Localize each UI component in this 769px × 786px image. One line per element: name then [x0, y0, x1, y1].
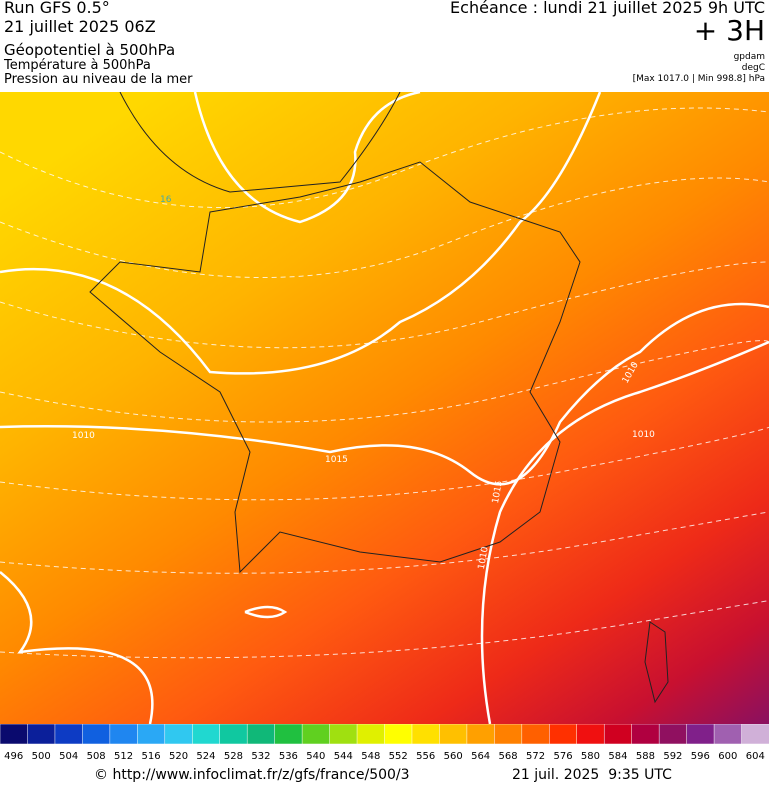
color-cell — [356, 724, 386, 745]
color-cell — [384, 724, 413, 745]
color-cell — [192, 724, 221, 745]
color-cell — [274, 724, 303, 745]
colorbar: 496 500 504 508 512 516 520 524 528 532 536 540 544 5… — [0, 724, 769, 762]
color-cell — [713, 724, 743, 745]
color-cell — [439, 724, 468, 745]
color-cell — [576, 724, 605, 745]
valid-time: Echéance : lundi 21 juillet 2025 9h UTC — [450, 0, 765, 17]
colorbar-label: 588 — [636, 751, 655, 762]
color-cell — [246, 724, 276, 745]
colorbar-label: 536 — [279, 751, 298, 762]
lead-time: + 3H — [693, 14, 765, 47]
contour-label: 1010 — [72, 431, 95, 441]
color-cell — [27, 724, 56, 745]
color-cell — [329, 724, 358, 745]
colorbar-label: 568 — [499, 751, 518, 762]
unit: gpdam — [733, 52, 765, 62]
colorbar-label: 556 — [416, 751, 435, 762]
colorbar-label: 496 — [4, 751, 23, 762]
colorbar-label: 520 — [169, 751, 188, 762]
color-cell — [0, 724, 29, 745]
colorbar-label: 544 — [334, 751, 353, 762]
colorbar-label: 540 — [306, 751, 325, 762]
color-cell — [549, 724, 578, 745]
color-cell — [137, 724, 166, 745]
contour-label: 1015 — [491, 480, 505, 504]
unit: degC — [741, 63, 765, 73]
contour-label: 1010 — [477, 546, 491, 571]
colorbar-label: 580 — [581, 751, 600, 762]
colorbar-label: 528 — [224, 751, 243, 762]
colorbar-label: 572 — [526, 751, 545, 762]
color-cell — [219, 724, 248, 745]
color-cell — [686, 724, 715, 745]
color-cell — [741, 724, 769, 745]
corsica-outline — [644, 621, 669, 704]
colorbar-label: 512 — [114, 751, 133, 762]
pressure-contours — [0, 92, 769, 724]
colorbar-label: 584 — [608, 751, 627, 762]
colorbar-label: 592 — [663, 751, 682, 762]
contour-label: 16 — [160, 195, 172, 205]
colorbar-label: 552 — [389, 751, 408, 762]
colorbar-label: 524 — [196, 751, 215, 762]
colorbar-label: 500 — [32, 751, 51, 762]
color-cell — [631, 724, 660, 745]
contour-label: 1015 — [325, 455, 348, 465]
field: Géopotentiel à 500hPa — [4, 41, 176, 59]
color-cell — [164, 724, 194, 745]
map: 16 1010 1010 1010 1015 1015 1010 — [0, 92, 769, 724]
color-cell — [109, 724, 139, 745]
source: © http://www.infoclimat.fr/z/gfs/france/… — [94, 767, 410, 783]
run: Run GFS 0.5° — [4, 0, 110, 17]
color-cell — [466, 724, 496, 745]
colorbar-label: 508 — [87, 751, 106, 762]
color-cell — [603, 724, 633, 745]
color-cell — [411, 724, 441, 745]
colorbar-label: 576 — [553, 751, 572, 762]
field: Température à 500hPa — [4, 58, 151, 73]
contour-label: 1010 — [632, 430, 655, 440]
uk-coast — [119, 92, 401, 193]
range: [Max 1017.0 | Min 998.8] hPa — [632, 74, 765, 84]
colorbar-label: 504 — [59, 751, 78, 762]
colorbar-label: 604 — [746, 751, 765, 762]
color-cell — [521, 724, 551, 745]
color-cell — [54, 724, 84, 745]
colorbar-label: 560 — [444, 751, 463, 762]
colorbar-label: 516 — [142, 751, 161, 762]
france-outline — [89, 161, 581, 574]
color-cell — [494, 724, 523, 745]
colorbar-label: 564 — [471, 751, 490, 762]
color-cell — [301, 724, 331, 745]
field: Pression au niveau de la mer — [4, 72, 193, 87]
colorbar-label: 532 — [251, 751, 270, 762]
colorbar-label: 596 — [691, 751, 710, 762]
colorbar-label: 548 — [361, 751, 380, 762]
timestamp: 21 juil. 2025 9:35 UTC — [512, 767, 672, 783]
colorbar-label: 600 — [718, 751, 737, 762]
color-cell — [82, 724, 111, 745]
temperature-field — [0, 92, 769, 724]
run-date: 21 juillet 2025 06Z — [4, 17, 156, 36]
color-cell — [658, 724, 688, 745]
geopotential-contours — [0, 107, 769, 659]
